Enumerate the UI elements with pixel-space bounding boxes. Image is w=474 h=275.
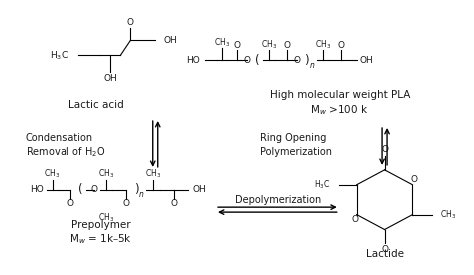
Text: CH$_3$: CH$_3$ <box>145 167 161 180</box>
Text: H$_3$C: H$_3$C <box>50 49 69 62</box>
Text: Removal of H$_2$O: Removal of H$_2$O <box>26 145 105 159</box>
Text: O: O <box>171 199 178 208</box>
Text: n: n <box>139 190 144 199</box>
Text: (: ( <box>255 54 259 67</box>
Text: Prepolymer: Prepolymer <box>71 219 130 230</box>
Text: ): ) <box>304 54 309 67</box>
Text: M$_w$ >100 k: M$_w$ >100 k <box>310 103 369 117</box>
Text: CH$_3$: CH$_3$ <box>261 38 277 51</box>
Text: CH$_3$: CH$_3$ <box>98 167 114 180</box>
Text: O: O <box>234 41 240 50</box>
Text: M$_w$ = 1k–5k: M$_w$ = 1k–5k <box>69 233 132 246</box>
Text: Condensation: Condensation <box>26 133 93 143</box>
Text: CH$_3$: CH$_3$ <box>440 208 456 221</box>
Text: OH: OH <box>360 56 374 65</box>
Text: CH$_3$: CH$_3$ <box>98 211 114 224</box>
Text: OH: OH <box>163 36 177 45</box>
Text: O: O <box>127 18 134 27</box>
Text: Ring Opening: Ring Opening <box>260 133 326 143</box>
Text: O: O <box>293 56 301 65</box>
Text: HO: HO <box>186 56 200 65</box>
Text: Depolymerization: Depolymerization <box>235 195 321 205</box>
Text: O: O <box>244 56 250 65</box>
Text: HO: HO <box>31 185 45 194</box>
Text: O: O <box>283 41 291 50</box>
Text: n: n <box>310 61 314 70</box>
Text: High molecular weight PLA: High molecular weight PLA <box>270 90 410 100</box>
Text: Lactic acid: Lactic acid <box>67 100 123 110</box>
Text: (: ( <box>78 183 83 196</box>
Text: OH: OH <box>103 74 117 83</box>
Text: CH$_3$: CH$_3$ <box>214 36 230 49</box>
Text: ): ) <box>134 183 138 196</box>
Text: H$_3$C: H$_3$C <box>314 178 331 191</box>
Text: O: O <box>67 199 74 208</box>
Text: O: O <box>351 215 358 224</box>
Text: O: O <box>381 145 388 155</box>
Text: OH: OH <box>192 185 206 194</box>
Text: CH$_3$: CH$_3$ <box>315 38 331 51</box>
Text: Lactide: Lactide <box>365 249 403 259</box>
Text: CH$_3$: CH$_3$ <box>45 167 61 180</box>
Text: O: O <box>381 245 388 254</box>
Text: O: O <box>411 175 418 184</box>
Text: O: O <box>123 199 130 208</box>
Text: Polymerization: Polymerization <box>260 147 332 157</box>
Text: O: O <box>337 41 344 50</box>
Text: O: O <box>91 185 98 194</box>
